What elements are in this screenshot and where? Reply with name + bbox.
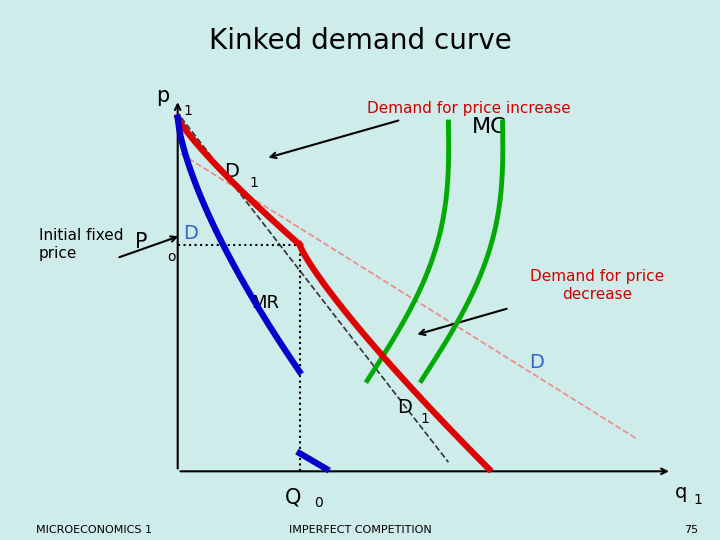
Text: 0: 0 [314,496,323,510]
Text: D: D [529,353,544,372]
Text: P: P [135,232,148,252]
Text: D: D [183,224,198,242]
Text: D: D [397,399,412,417]
Text: o: o [168,250,176,264]
Text: Q: Q [284,487,301,507]
Text: 1: 1 [420,412,429,426]
Text: 1: 1 [183,104,192,118]
Text: MR: MR [252,294,279,313]
Text: 75: 75 [684,524,698,535]
Text: Kinked demand curve: Kinked demand curve [209,27,511,55]
Text: D: D [225,163,239,181]
Text: Initial fixed
price: Initial fixed price [39,228,123,261]
Text: MICROECONOMICS 1: MICROECONOMICS 1 [36,524,152,535]
Text: Demand for price increase: Demand for price increase [367,101,570,116]
Text: 1: 1 [693,493,702,507]
Text: Demand for price
decrease: Demand for price decrease [530,269,665,301]
Text: p: p [156,86,170,106]
Text: MC: MC [472,117,506,137]
Text: 1: 1 [249,176,258,190]
Text: q: q [675,483,688,502]
Text: IMPERFECT COMPETITION: IMPERFECT COMPETITION [289,524,431,535]
